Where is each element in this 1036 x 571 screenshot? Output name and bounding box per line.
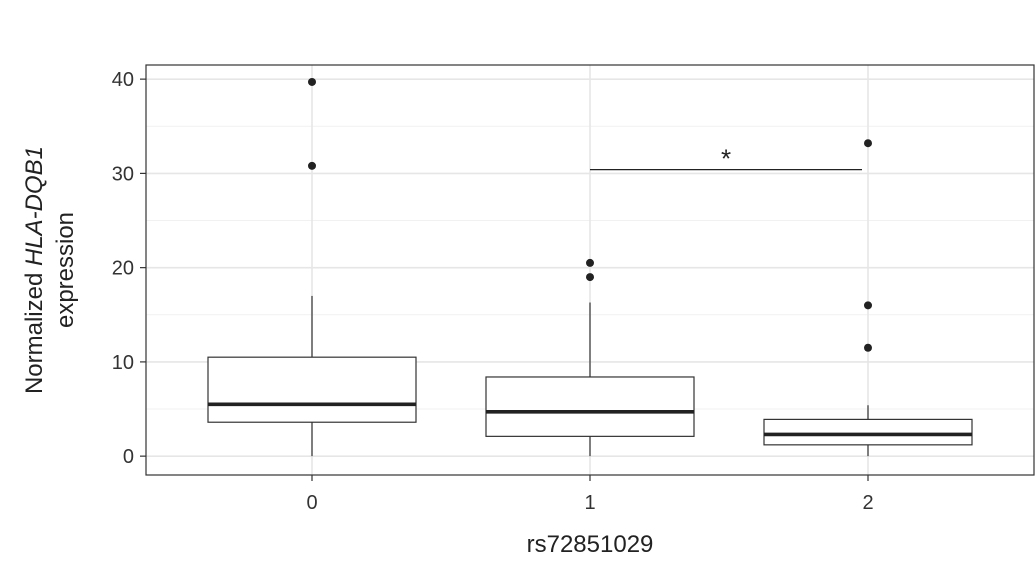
y-tick-label: 10 — [112, 352, 134, 374]
iqr-box — [485, 376, 695, 437]
iqr-box — [207, 356, 417, 423]
outlier-point — [864, 139, 872, 148]
outlier-point — [586, 273, 594, 282]
y-axis-title: Normalized HLA-DQB1 — [21, 146, 48, 394]
x-tick-label: 2 — [862, 492, 873, 514]
y-tick-label: 20 — [112, 258, 134, 280]
y-tick-label: 30 — [112, 163, 134, 185]
iqr-box — [763, 418, 973, 446]
y-axis-title-gene: HLA-DQB1 — [21, 146, 48, 266]
significance-annotations: * — [590, 144, 862, 174]
outlier-point — [864, 301, 872, 310]
y-tick-label: 40 — [112, 69, 134, 91]
box-group-1 — [485, 258, 695, 457]
x-tick-label: 1 — [584, 492, 595, 514]
box-series — [207, 77, 973, 457]
outlier-point — [308, 161, 316, 170]
y-axis-title-prefix: Normalized — [21, 266, 48, 394]
y-axis-title-line-2: expression — [52, 212, 79, 328]
significance-label: * — [721, 144, 731, 174]
box-group-2 — [763, 139, 973, 457]
outlier-point — [308, 77, 316, 86]
x-axis-title: rs72851029 — [527, 531, 654, 558]
y-tick-label: 0 — [123, 446, 134, 468]
outlier-point — [864, 343, 872, 352]
box-group-0 — [207, 77, 417, 457]
axes: 0 10 20 30 40 0 1 2 — [112, 69, 874, 514]
x-tick-label: 0 — [306, 492, 317, 514]
outlier-point — [586, 258, 594, 267]
